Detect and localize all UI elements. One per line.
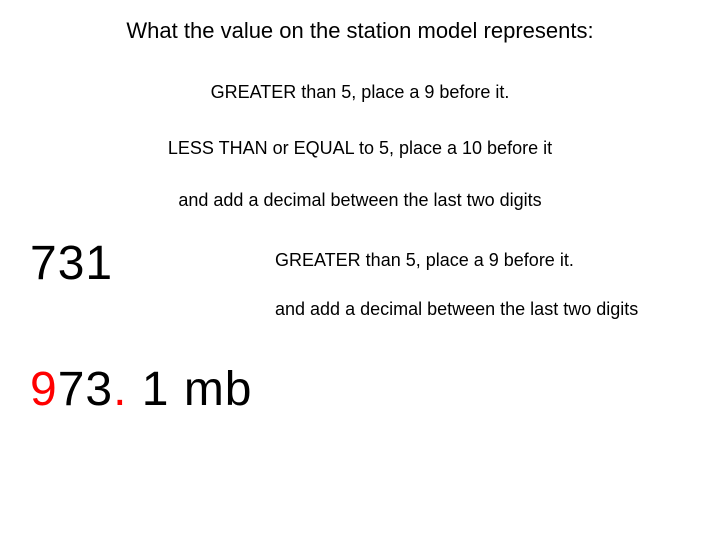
example-input-number: 731: [30, 236, 113, 291]
rule-add-decimal: and add a decimal between the last two d…: [0, 190, 720, 211]
result-decimal-point: .: [113, 363, 127, 416]
result-1: 1: [127, 363, 183, 416]
example-note-1: GREATER than 5, place a 9 before it.: [275, 250, 675, 271]
example-note-2: and add a decimal between the last two d…: [275, 298, 675, 321]
result-73: 73: [58, 363, 113, 416]
example-result: 973. 1 mb: [30, 362, 253, 417]
rule-less-or-equal-5: LESS THAN or EQUAL to 5, place a 10 befo…: [0, 138, 720, 159]
rule-greater-than-5: GREATER than 5, place a 9 before it.: [0, 82, 720, 103]
slide: What the value on the station model repr…: [0, 0, 720, 540]
slide-title: What the value on the station model repr…: [0, 18, 720, 44]
result-unit: mb: [184, 363, 253, 416]
result-prefix-9: 9: [30, 363, 58, 416]
